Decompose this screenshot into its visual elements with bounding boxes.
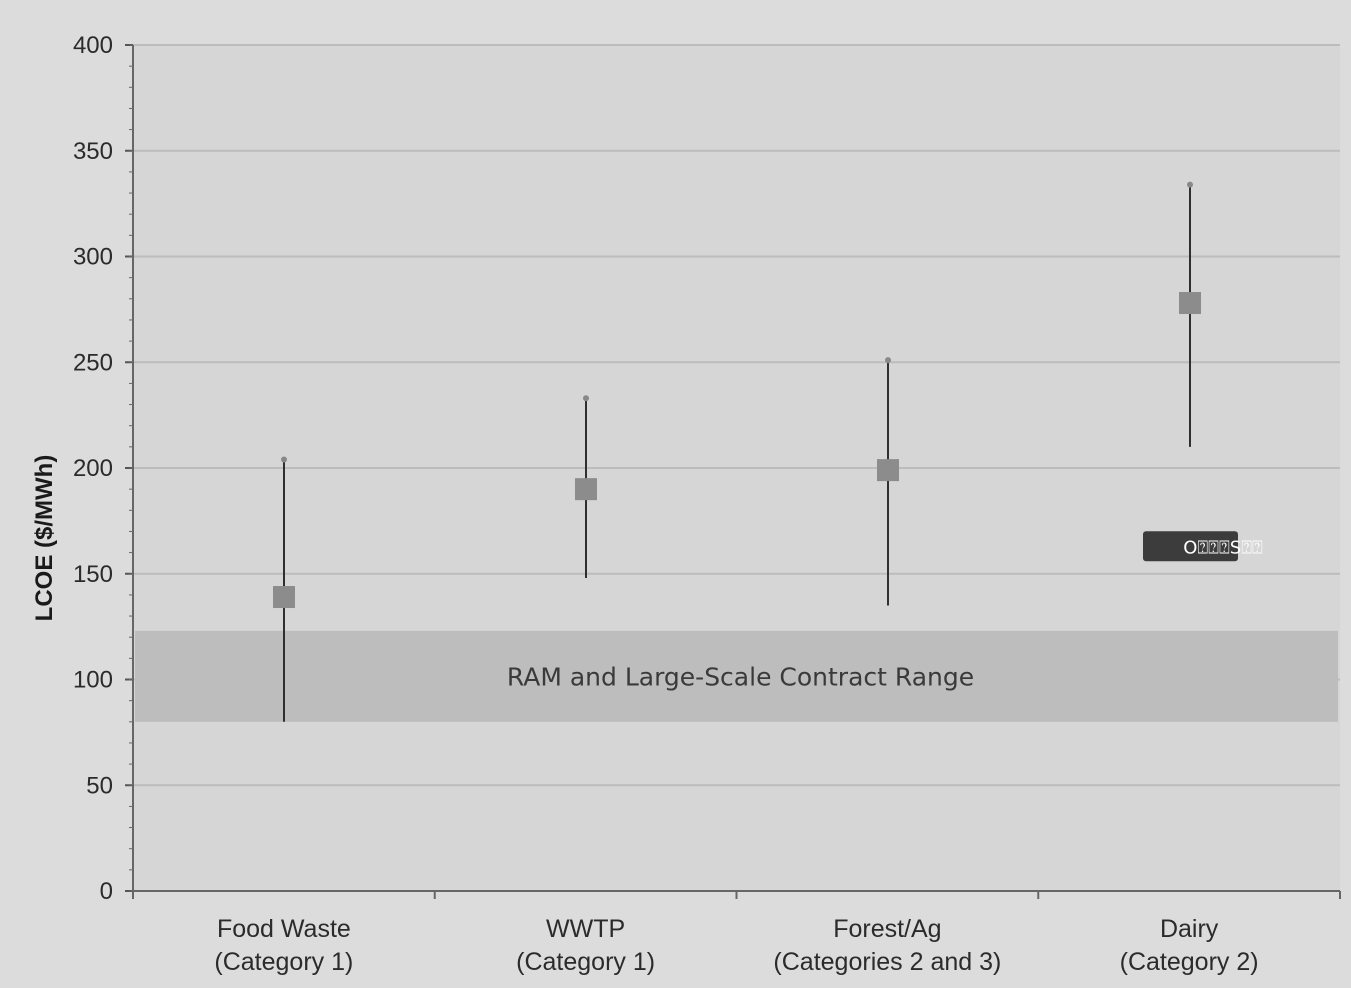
error-bar-cap — [281, 456, 287, 463]
data-point-marker — [1179, 292, 1201, 315]
error-bar-cap — [1187, 181, 1193, 188]
data-point-marker — [877, 459, 899, 482]
x-category-label: Food Waste — [217, 915, 351, 943]
x-category-label: (Category 1) — [516, 948, 655, 976]
data-point-marker — [575, 478, 597, 501]
error-bar-cap — [885, 357, 891, 364]
band-label: RAM and Large-Scale Contract Range — [507, 662, 974, 691]
y-axis-title: LCOE ($/MWh) — [31, 455, 58, 622]
x-category-label: (Category 1) — [214, 948, 353, 976]
y-tick-label: 300 — [73, 244, 113, 271]
x-category-label: (Categories 2 and 3) — [773, 948, 1001, 976]
y-tick-label: 150 — [73, 561, 113, 588]
contract-range-band — [135, 630, 1338, 722]
y-tick-label: 350 — [73, 138, 113, 165]
badge-box — [1143, 531, 1238, 562]
badge-label: O⍰⍰⍰S⍰⍰ — [1183, 537, 1263, 558]
y-tick-label: 200 — [73, 455, 113, 482]
y-tick-label: 400 — [73, 32, 113, 59]
x-category-label: Dairy — [1160, 915, 1219, 943]
y-tick-label: 50 — [86, 772, 113, 799]
y-tick-label: 250 — [73, 349, 113, 376]
y-tick-label: 0 — [100, 878, 113, 905]
x-category-label: Forest/Ag — [833, 915, 941, 943]
data-point-marker — [273, 586, 295, 609]
x-category-label: WWTP — [546, 915, 625, 943]
x-category-label: (Category 2) — [1120, 948, 1259, 976]
error-bar-cap — [583, 395, 589, 402]
y-tick-label: 100 — [73, 667, 113, 694]
